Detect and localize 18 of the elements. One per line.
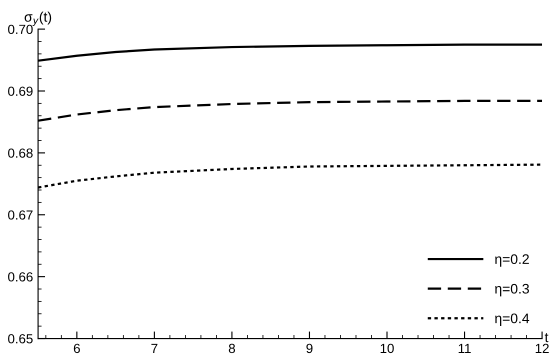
y-tick-label: 0.65 (8, 334, 33, 344)
x-tick-label: 9 (306, 344, 313, 354)
y-tick-label: 0.69 (8, 86, 33, 96)
x-tick-label: 10 (380, 344, 394, 354)
x-tick-label: 12 (536, 344, 549, 353)
legend-label: η=0.4 (495, 313, 530, 326)
legend-label: η=0.2 (495, 254, 529, 267)
x-tick-label: 8 (228, 344, 236, 354)
y-tick-label: 0.66 (8, 272, 33, 282)
x-tick-label: 11 (458, 344, 471, 353)
legend-label: η=0.3 (495, 284, 529, 296)
x-tick-label: 7 (151, 344, 158, 353)
y-tick-label: 0.67 (8, 210, 33, 220)
y-tick-label: 0.70 (8, 24, 33, 34)
y-tick-label: 0.68 (8, 148, 33, 158)
x-axis-title: t (544, 333, 548, 342)
y-axis-title: σ$_{y}$(t) (24, 12, 52, 26)
x-tick-label: 6 (74, 344, 80, 354)
